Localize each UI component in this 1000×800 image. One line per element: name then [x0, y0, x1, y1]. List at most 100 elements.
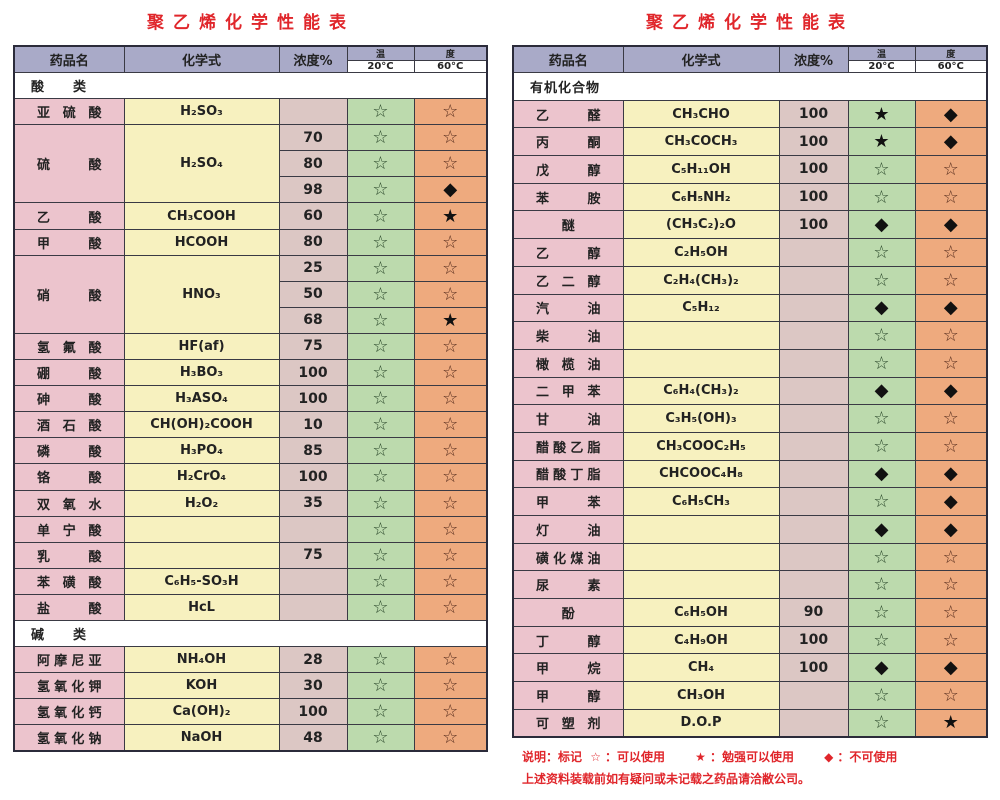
footnote: 上述资料装载前如有疑问或未记载之药品请洽敝公司。 — [522, 772, 811, 786]
concentration: 50 — [278, 280, 348, 308]
concentration — [778, 542, 849, 572]
chemical-formula: H₂SO₃ — [123, 98, 280, 126]
table-row: 丁醇 C₄H₉OH 100 ☆ ☆ — [512, 625, 988, 655]
header-60c: 60°C — [413, 60, 488, 73]
chemical-formula: C₂H₄(CH₃)₂ — [622, 265, 780, 295]
concentration: 30 — [278, 672, 348, 700]
rating-20c-outline-star-icon: ☆ — [847, 431, 916, 461]
table-row: 灯油 ◆ ◆ — [512, 515, 988, 544]
concentration: 75 — [278, 332, 348, 361]
chemical-formula: C₂H₅OH — [622, 238, 780, 267]
rating-20c-diamond-icon: ◆ — [847, 293, 916, 323]
chemical-name: 乙醛 — [512, 99, 624, 129]
table-row: 乙酸 CH₃COOH 60 ☆ ★ — [13, 202, 488, 230]
chemical-name: 磷酸 — [13, 437, 125, 465]
table-row: 苯磺酸 C₆H₅-SO₃H ☆ ☆ — [13, 567, 488, 595]
rating-60c-outline-star-icon: ☆ — [914, 542, 988, 572]
chemical-name: 阿摩尼亚 — [13, 646, 125, 674]
chemical-formula: C₆H₅CH₃ — [622, 487, 780, 516]
rating-60c-outline-star-icon: ☆ — [413, 541, 488, 569]
concentration: 100 — [778, 182, 849, 212]
concentration — [778, 681, 849, 710]
rating-60c-diamond-icon: ◆ — [413, 176, 488, 204]
section-label: 有机化合物 — [512, 72, 988, 101]
concentration — [778, 238, 849, 267]
rating-20c-diamond-icon: ◆ — [847, 653, 916, 683]
concentration: 100 — [278, 359, 348, 387]
rating-20c-outline-star-icon: ☆ — [847, 321, 916, 350]
rating-60c-outline-star-icon: ☆ — [914, 265, 988, 295]
concentration — [778, 321, 849, 350]
concentration: 48 — [278, 724, 348, 752]
rating-20c-outline-star-icon: ☆ — [346, 359, 415, 387]
table-row: 酚 C₆H₅OH 90 ☆ ☆ — [512, 598, 988, 627]
concentration — [778, 570, 849, 600]
header-name: 药品名 — [512, 45, 624, 73]
table-row: 50 ☆ ☆ — [14, 280, 488, 308]
table-row: 氢氧化钙 Ca(OH)₂ 100 ☆ ☆ — [13, 698, 488, 726]
section-label: 碱 类 — [13, 619, 488, 648]
rating-60c-diamond-icon: ◆ — [914, 653, 988, 683]
chemical-formula: C₅H₁₂ — [622, 293, 780, 323]
chemical-formula: C₆H₅OH — [622, 598, 780, 627]
header-concentration: 浓度% — [278, 45, 348, 73]
table-row: 单宁酸 ☆ ☆ — [13, 515, 488, 543]
rating-20c-outline-star-icon: ☆ — [346, 724, 415, 752]
chemical-formula: C₆H₅-SO₃H — [123, 567, 280, 595]
table-row: 亚硫酸 H₂SO₃ ☆ ☆ — [13, 98, 488, 126]
rating-60c-outline-star-icon: ☆ — [413, 411, 488, 439]
chemical-formula: C₆H₄(CH₃)₂ — [622, 376, 780, 406]
header-temp-b: 度 — [413, 45, 488, 61]
chemical-formula: C₃H₅(OH)₃ — [622, 404, 780, 433]
concentration: 35 — [278, 489, 348, 517]
rating-20c-outline-star-icon: ☆ — [847, 348, 916, 378]
rating-20c-diamond-icon: ◆ — [847, 459, 916, 489]
legend-usable: ：可以使用 — [604, 750, 665, 764]
table-row: 甲烷 CH₄ 100 ◆ ◆ — [512, 653, 988, 683]
rating-20c-outline-star-icon: ☆ — [847, 570, 916, 600]
concentration — [778, 459, 849, 489]
header-formula: 化学式 — [123, 45, 280, 73]
chemical-formula: HCOOH — [123, 228, 280, 256]
chemical-name: 二甲苯 — [512, 376, 624, 406]
rating-60c-outline-star-icon: ☆ — [413, 254, 488, 282]
rating-60c-outline-star-icon: ☆ — [914, 404, 988, 433]
table-row: 盐酸 HcL ☆ ☆ — [13, 593, 488, 621]
table-row: 尿素 ☆ ☆ — [512, 570, 988, 600]
chemical-name: 酚 — [512, 598, 624, 627]
rating-20c-diamond-icon: ◆ — [847, 210, 916, 240]
concentration: 80 — [278, 150, 348, 178]
rating-60c-outline-star-icon: ☆ — [413, 489, 488, 517]
rating-60c-outline-star-icon: ☆ — [413, 698, 488, 726]
rating-20c-filled-star-icon: ★ — [847, 127, 916, 157]
chemical-name: 铬酸 — [13, 463, 125, 491]
table-row: 甲酸 HCOOH 80 ☆ ☆ — [13, 228, 488, 256]
header-temp-b: 度 — [914, 45, 988, 61]
concentration — [278, 567, 348, 595]
chemical-formula: HcL — [123, 593, 280, 621]
rating-60c-outline-star-icon: ☆ — [413, 724, 488, 752]
rating-20c-outline-star-icon: ☆ — [346, 411, 415, 439]
rating-20c-filled-star-icon: ★ — [847, 99, 916, 129]
rating-20c-outline-star-icon: ☆ — [346, 515, 415, 543]
table-row: 砷酸 H₃ASO₄ 100 ☆ ☆ — [13, 385, 488, 413]
concentration — [778, 708, 849, 738]
concentration — [778, 487, 849, 516]
table-row: 氢氧化钾 KOH 30 ☆ ☆ — [13, 672, 488, 700]
chemical-name: 乳酸 — [13, 541, 125, 569]
chemical-name: 酒石酸 — [13, 411, 125, 439]
chemical-formula: H₃ASO₄ — [123, 385, 280, 413]
filled-star-icon: ★ — [695, 750, 706, 764]
rating-60c-diamond-icon: ◆ — [914, 99, 988, 129]
chemical-name: 亚硫酸 — [13, 98, 125, 126]
rating-60c-outline-star-icon: ☆ — [413, 359, 488, 387]
chemical-formula: D.O.P — [622, 708, 780, 738]
chemical-formula: C₅H₁₁OH — [622, 155, 780, 184]
chemical-formula: CH₄ — [622, 653, 780, 683]
chemical-name: 乙二醇 — [512, 265, 624, 295]
table-row: 甲醇 CH₃OH ☆ ☆ — [512, 681, 988, 710]
table-row: 苯胺 C₆H₅NH₂ 100 ☆ ☆ — [512, 182, 988, 212]
concentration: 10 — [278, 411, 348, 439]
rating-60c-diamond-icon: ◆ — [914, 459, 988, 489]
rating-60c-outline-star-icon: ☆ — [413, 646, 488, 674]
